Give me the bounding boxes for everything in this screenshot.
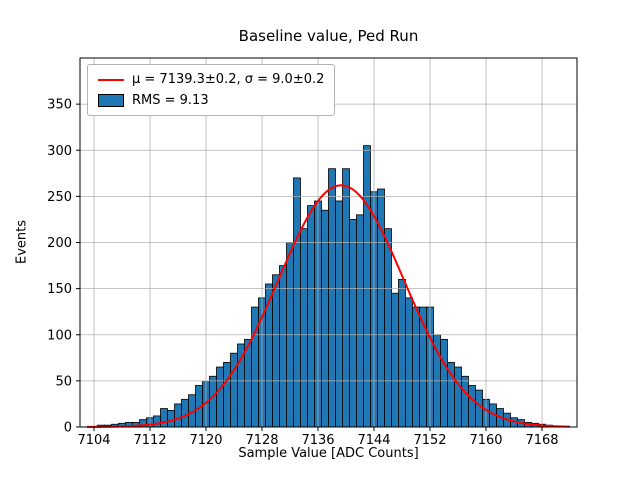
histogram-bar: [307, 205, 315, 428]
histogram-bar: [356, 214, 364, 428]
x-tick-label: 7128: [245, 433, 278, 448]
histogram-bar: [384, 228, 392, 428]
x-tick-label: 7168: [525, 433, 558, 448]
y-tick-label: 350: [47, 98, 72, 113]
y-tick-label: 250: [47, 190, 72, 205]
x-tick-label: 7120: [189, 433, 222, 448]
legend-entry-hist: RMS = 9.13: [98, 93, 324, 108]
x-tick-label: 7104: [77, 433, 110, 448]
y-axis-label: Events: [14, 219, 30, 265]
histogram-bar: [398, 278, 406, 428]
legend-hist-label: RMS = 9.13: [132, 93, 209, 108]
histogram-bar: [363, 145, 371, 428]
histogram-bar: [412, 306, 420, 428]
histogram-bar: [349, 219, 357, 428]
x-tick-label: 7112: [133, 433, 166, 448]
histogram-bar: [461, 375, 469, 428]
y-tick-label: 200: [47, 236, 72, 251]
histogram-bar: [293, 177, 301, 428]
histogram-bar: [272, 274, 280, 428]
histogram-bar: [391, 292, 399, 428]
histogram-bar: [468, 385, 476, 428]
gaussian-fit-curve: [86, 184, 571, 428]
histogram-bar: [328, 168, 336, 428]
histogram-bar: [153, 415, 161, 428]
x-tick-label: 7160: [469, 433, 502, 448]
legend-entry-fit: μ = 7139.3±0.2, σ = 9.0±0.2: [98, 72, 324, 87]
histogram-bar: [475, 389, 483, 428]
y-tick-label: 150: [47, 282, 72, 297]
histogram-bar: [279, 265, 287, 428]
histogram-bar: [342, 168, 350, 428]
histogram-bar: [300, 228, 308, 428]
histogram-bar: [216, 366, 224, 428]
histogram-bar: [223, 362, 231, 428]
histogram-bar: [335, 200, 343, 428]
legend-fit-label: μ = 7139.3±0.2, σ = 9.0±0.2: [132, 72, 325, 87]
histogram-bar: [167, 409, 175, 428]
histogram-bar: [440, 338, 448, 428]
histogram-bar: [181, 398, 189, 428]
y-tick-label: 300: [47, 144, 72, 159]
x-axis-label: Sample Value [ADC Counts]: [238, 446, 419, 461]
histogram-bar: [160, 408, 168, 428]
chart-title: Baseline value, Ped Run: [238, 27, 419, 45]
histogram-bar: [454, 366, 462, 428]
legend-hist-patch-sample: [98, 94, 124, 107]
x-tick-label: 7152: [413, 433, 446, 448]
y-tick-label: 100: [47, 328, 72, 343]
legend: μ = 7139.3±0.2, σ = 9.0±0.2 RMS = 9.13: [87, 64, 336, 116]
histogram-bar: [209, 375, 217, 428]
x-tick-label: 7136: [301, 433, 334, 448]
y-tick-label: 0: [64, 421, 72, 436]
y-tick-label: 50: [55, 374, 72, 389]
histogram-bar: [174, 403, 182, 428]
x-tick-label: 7144: [357, 433, 390, 448]
histogram-bar: [237, 343, 245, 428]
histogram-bar: [405, 297, 413, 428]
legend-fit-line-sample: [98, 78, 124, 81]
